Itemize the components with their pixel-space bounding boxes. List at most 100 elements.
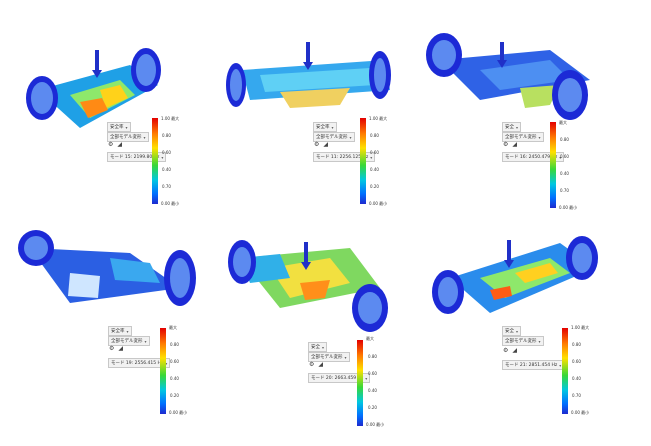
chevron-down-icon: ▾ [559, 362, 562, 368]
result-panel-2: 安全率 ▾ 全部モデル変形 ▾ ⚙ ◢ モード 11: 2256.125 Hz ▾ 1.… [220, 30, 420, 240]
chevron-down-icon: ▾ [143, 134, 146, 140]
deformed-chassis-model [226, 42, 391, 108]
color-legend-bar [160, 328, 166, 414]
settings-icon[interactable]: ⚙ [108, 141, 114, 148]
probe-toolbar: ⚙ ◢ [314, 142, 328, 148]
legend-tick: 0.40 [572, 376, 581, 381]
legend-tick: 0.40 [368, 388, 377, 393]
result-type-dropdown[interactable]: 安全 ▾ [502, 122, 522, 132]
legend-min-label: 0.00 最小 [571, 410, 590, 415]
color-legend-bar [360, 118, 366, 204]
chevron-down-icon: ▾ [516, 328, 519, 334]
legend-tick: 0.80 [370, 133, 379, 138]
legend-tick: 0.80 [162, 133, 171, 138]
deformation-dropdown[interactable]: 全部モデル変形 ▾ [107, 132, 149, 142]
chevron-down-icon: ▾ [331, 124, 334, 130]
probe-toolbar: ⚙ ◢ [108, 142, 122, 148]
probe-toolbar: ⚙ ◢ [503, 142, 517, 148]
deformed-chassis-model [228, 240, 388, 332]
chart-icon[interactable]: ◢ [318, 361, 324, 368]
legend-tick: 0.40 [370, 167, 379, 172]
chevron-down-icon: ▾ [165, 360, 168, 366]
settings-icon[interactable]: ⚙ [503, 141, 509, 148]
deformation-dropdown[interactable]: 全部モデル変形 ▾ [502, 336, 544, 346]
chevron-down-icon: ▾ [538, 338, 541, 344]
settings-icon[interactable]: ⚙ [109, 345, 115, 352]
legend-min-label: 0.00 最小 [559, 205, 578, 210]
chevron-down-icon: ▾ [516, 124, 519, 130]
settings-icon[interactable]: ⚙ [314, 141, 320, 148]
result-panel-3: 安全 ▾ 全部モデル変形 ▾ ⚙ ◢ モード 16: 2450.479 Hz ▾ 最大 … [420, 30, 620, 240]
result-panel-5: 安全 ▾ 全部モデル変形 ▾ ⚙ ◢ モード 20: 2663.459 Hz ▾ 最大 … [220, 228, 420, 438]
legend-tick: 0.80 [368, 354, 377, 359]
chevron-down-icon: ▾ [349, 134, 352, 140]
mode-dropdown[interactable]: モード 16: 2450.479 Hz ▾ [502, 152, 565, 162]
legend-tick: 0.60 [368, 371, 377, 376]
legend-max-label: 最大 [169, 325, 177, 330]
deformation-dropdown[interactable]: 全部モデル変形 ▾ [308, 352, 350, 362]
mode-dropdown[interactable]: モード 15: 2199.80 Hz ▾ [107, 152, 167, 162]
legend-max-label: 1.00 最大 [369, 116, 388, 121]
legend-min-label: 0.00 最小 [161, 201, 180, 206]
legend-tick: 0.70 [162, 184, 171, 189]
result-type-dropdown[interactable]: 安全率 ▾ [107, 122, 131, 132]
chevron-down-icon: ▾ [344, 354, 347, 360]
deformed-chassis-model [426, 33, 590, 120]
result-panel-6: 安全 ▾ 全部モデル変形 ▾ ⚙ ◢ モード 21: 2851.454 Hz ▾ 1.0… [420, 228, 620, 438]
chevron-down-icon: ▾ [322, 344, 325, 350]
chevron-down-icon: ▾ [365, 375, 368, 381]
legend-max-label: 1.00 最大 [571, 325, 590, 330]
chart-icon[interactable]: ◢ [512, 347, 518, 354]
deformed-chassis-model [26, 48, 161, 128]
legend-max-label: 1.00 最大 [161, 116, 180, 121]
legend-tick: 0.40 [162, 167, 171, 172]
legend-tick: 0.20 [368, 405, 377, 410]
chart-icon[interactable]: ◢ [118, 345, 124, 352]
mode-dropdown[interactable]: モード 19: 2556.415 Hz ▾ [108, 358, 171, 368]
deformed-chassis-model [432, 236, 598, 314]
legend-tick: 0.80 [560, 137, 569, 142]
legend-tick: 0.40 [170, 376, 179, 381]
result-type-dropdown[interactable]: 安全率 ▾ [313, 122, 337, 132]
result-type-dropdown[interactable]: 安全率 ▾ [108, 326, 132, 336]
chevron-down-icon: ▾ [161, 154, 164, 160]
legend-tick: 0.60 [370, 150, 379, 155]
mode-dropdown[interactable]: モード 21: 2851.454 Hz ▾ [502, 360, 565, 370]
result-panel-4: 安全率 ▾ 全部モデル変形 ▾ ⚙ ◢ モード 19: 2556.415 Hz ▾ 最大… [10, 228, 210, 438]
legend-max-label: 最大 [559, 120, 567, 125]
deformation-dropdown[interactable]: 全部モデル変形 ▾ [502, 132, 544, 142]
chevron-down-icon: ▾ [126, 328, 129, 334]
probe-toolbar: ⚙ ◢ [503, 348, 517, 354]
settings-icon[interactable]: ⚙ [309, 361, 315, 368]
color-legend-bar [562, 328, 568, 414]
legend-tick: 0.60 [162, 150, 171, 155]
mode-dropdown[interactable]: モード 20: 2663.459 Hz ▾ [308, 373, 371, 383]
chevron-down-icon: ▾ [559, 154, 562, 160]
legend-tick: 0.20 [370, 184, 379, 189]
chart-icon[interactable]: ◢ [323, 141, 329, 148]
result-type-dropdown[interactable]: 安全 ▾ [308, 342, 328, 352]
legend-tick: 0.40 [560, 171, 569, 176]
mode-dropdown[interactable]: モード 11: 2256.125 Hz ▾ [313, 152, 376, 162]
legend-tick: 0.60 [170, 359, 179, 364]
legend-tick: 0.70 [572, 393, 581, 398]
legend-min-label: 0.00 最小 [366, 422, 385, 427]
result-type-dropdown[interactable]: 安全 ▾ [502, 326, 522, 336]
legend-tick: 0.80 [170, 342, 179, 347]
deformation-dropdown[interactable]: 全部モデル変形 ▾ [313, 132, 355, 142]
color-legend-bar [357, 340, 363, 426]
chevron-down-icon: ▾ [125, 124, 128, 130]
deformed-chassis-model [18, 230, 196, 306]
result-panel-1: 安全率 ▾ 全部モデル変形 ▾ ⚙ ◢ モード 15: 2199.80 Hz ▾ 1.0… [10, 30, 210, 240]
color-legend-bar [152, 118, 158, 204]
deformation-dropdown[interactable]: 全部モデル変形 ▾ [108, 336, 150, 346]
legend-max-label: 最大 [366, 336, 374, 341]
chart-icon[interactable]: ◢ [117, 141, 123, 148]
probe-toolbar: ⚙ ◢ [109, 346, 123, 352]
chevron-down-icon: ▾ [538, 134, 541, 140]
legend-min-label: 0.00 最小 [369, 201, 388, 206]
settings-icon[interactable]: ⚙ [503, 347, 509, 354]
chevron-down-icon: ▾ [144, 338, 147, 344]
legend-tick: 0.80 [572, 342, 581, 347]
chart-icon[interactable]: ◢ [512, 141, 518, 148]
